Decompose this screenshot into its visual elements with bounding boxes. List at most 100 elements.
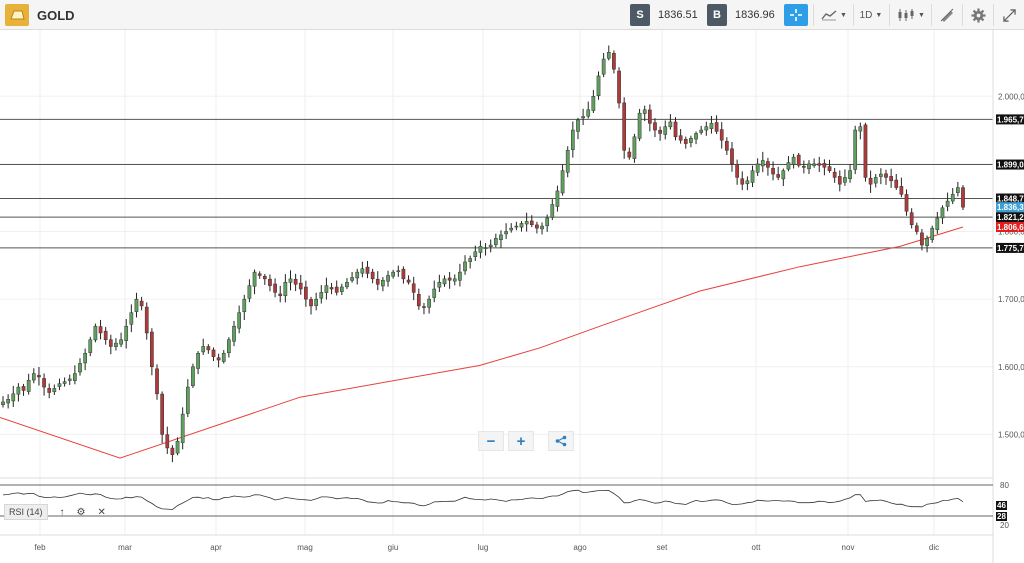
candle [868, 177, 873, 185]
share-icon [555, 435, 567, 447]
candle [191, 366, 195, 386]
share-button[interactable] [548, 431, 574, 451]
candle [730, 148, 734, 165]
candle [935, 217, 940, 231]
level-tag-label: 1.965,78 [997, 115, 1024, 124]
candle [52, 388, 57, 393]
candle [745, 180, 750, 185]
candle [473, 251, 478, 257]
close-icon[interactable]: ✕ [97, 506, 106, 518]
candle [175, 440, 180, 454]
candle [67, 378, 72, 381]
candle [37, 375, 41, 378]
rsi-80-label: 80 [1000, 481, 1009, 490]
candle [242, 298, 247, 312]
candle [468, 258, 473, 262]
chart-area[interactable]: 2.000,001.900,001.800,001.700,001.600,00… [0, 30, 1024, 563]
ma-price-label: 1.806,68 [997, 223, 1024, 232]
current-price-tag [996, 202, 1024, 213]
zoom-controls: − + [478, 431, 574, 451]
candle [504, 231, 508, 235]
candle [47, 388, 52, 393]
rsi-label[interactable]: RSI (14) [4, 504, 48, 520]
price-tick-label: 2.000,00 [998, 92, 1024, 101]
candle [386, 275, 390, 282]
candle [304, 286, 308, 300]
price-axis: 2.000,001.900,001.800,001.700,001.600,00… [992, 30, 1024, 563]
candle [807, 163, 811, 170]
candle [324, 285, 329, 293]
candle [119, 339, 123, 345]
candle [232, 325, 236, 342]
price-tick-label: 1.600,00 [998, 363, 1024, 372]
candle [786, 162, 791, 170]
candle [6, 399, 10, 404]
candle [73, 373, 77, 381]
candle [950, 194, 955, 202]
rsi-header: RSI (14) ↑ ⚙ ✕ [4, 504, 106, 520]
candle [227, 339, 231, 354]
candle [570, 129, 575, 150]
candle [62, 381, 67, 384]
price-tick-label: 1.500,00 [998, 430, 1024, 439]
candle [365, 266, 370, 274]
candle [540, 225, 544, 230]
candle [755, 163, 760, 173]
settings-icon [970, 7, 986, 23]
candle [150, 331, 154, 368]
candle [355, 271, 360, 279]
buy-label: B [707, 4, 727, 26]
toolbar-divider [993, 4, 994, 26]
candle [822, 163, 827, 168]
candle-style-button[interactable]: ▼ [895, 4, 927, 26]
fullscreen-button[interactable] [998, 4, 1020, 26]
candle [211, 349, 216, 357]
candle [283, 281, 288, 297]
settings-button[interactable] [967, 4, 989, 26]
zoom-in-button[interactable]: + [508, 431, 534, 451]
candle [427, 298, 431, 308]
rsi-low-tag [996, 512, 1007, 521]
candle [879, 173, 883, 177]
candle [31, 373, 36, 381]
month-label: set [657, 543, 668, 552]
candle [802, 166, 806, 168]
level-tag [996, 212, 1024, 223]
month-label: giu [388, 543, 399, 552]
candle [293, 278, 298, 285]
asset-name[interactable]: GOLD [37, 8, 75, 23]
candle [196, 353, 200, 369]
candle [940, 207, 945, 219]
candle [88, 339, 93, 353]
zoom-out-icon: − [486, 432, 496, 450]
candle [16, 386, 21, 395]
candle [391, 271, 396, 277]
candle [704, 126, 709, 131]
crosshair-icon [790, 9, 802, 21]
rsi-line [2, 489, 964, 510]
crosshair-button[interactable] [784, 4, 808, 26]
price-chart[interactable]: 2.000,001.900,001.800,001.700,001.600,00… [0, 30, 1024, 563]
candle [463, 261, 467, 272]
candle [78, 363, 82, 373]
candle [961, 187, 965, 208]
candle [591, 96, 596, 111]
sell-price-box[interactable]: S 1836.51 [630, 4, 698, 26]
rsi-panel: 80 20 46 28 [0, 477, 1009, 530]
candle [817, 163, 822, 166]
timeframe-select[interactable]: 1D ▼ [859, 9, 883, 21]
arrow-up-icon[interactable]: ↑ [59, 506, 65, 518]
candle [796, 154, 801, 166]
level-tag [996, 193, 1024, 204]
candle [83, 353, 87, 364]
zoom-out-button[interactable]: − [478, 431, 504, 451]
candle [350, 277, 354, 281]
drawing-tools-button[interactable] [936, 4, 958, 26]
chart-type-button[interactable]: ▼ [818, 4, 850, 26]
candle [812, 163, 816, 166]
candle [108, 339, 113, 347]
buy-price-box[interactable]: B 1836.96 [707, 4, 775, 26]
gear-icon[interactable]: ⚙ [76, 506, 86, 518]
candle [416, 294, 421, 307]
candle [560, 170, 565, 194]
